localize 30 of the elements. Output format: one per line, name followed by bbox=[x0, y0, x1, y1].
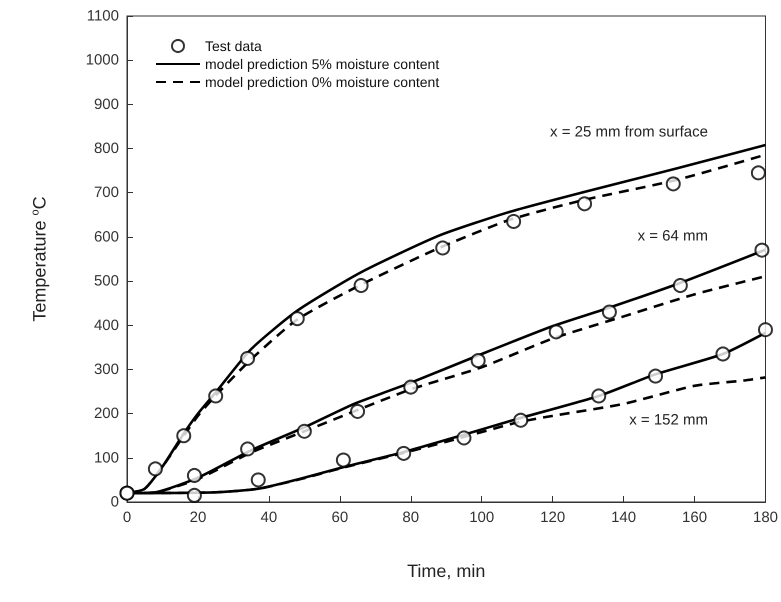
x-tick-label: 160 bbox=[682, 509, 708, 526]
y-tick-label: 900 bbox=[94, 96, 119, 113]
x-tick-label: 180 bbox=[752, 509, 778, 526]
y-tick-label: 500 bbox=[94, 272, 119, 290]
x-tick-label: 140 bbox=[611, 509, 636, 526]
legend-label: Test data bbox=[205, 38, 262, 54]
y-tick-label: 700 bbox=[94, 184, 119, 202]
y-tick-label: 200 bbox=[94, 405, 119, 422]
y-tick-label: 1100 bbox=[86, 8, 119, 24]
x-tick-label: 0 bbox=[122, 509, 132, 526]
annotation: x = 64 mm bbox=[638, 228, 708, 244]
y-tick-label: 100 bbox=[94, 449, 119, 466]
y-tick-label: 1000 bbox=[86, 52, 119, 69]
y-tick-label: 300 bbox=[94, 360, 119, 378]
legend-label: model prediction 5% moisture content bbox=[205, 56, 440, 72]
y-tick-label: 400 bbox=[94, 316, 119, 334]
y-tick-label: 0 bbox=[110, 494, 119, 510]
x-tick-label: 40 bbox=[260, 509, 278, 526]
x-tick-label: 120 bbox=[540, 509, 566, 526]
legend-label: model prediction 0% moisture content bbox=[205, 74, 440, 90]
x-tick-label: 100 bbox=[469, 509, 494, 526]
annotation: x = 25 mm from surface bbox=[550, 124, 708, 140]
y-axis-title: Temperature oC bbox=[30, 196, 50, 322]
annotation: x = 152 mm bbox=[629, 412, 708, 428]
x-tick-label: 20 bbox=[190, 509, 206, 526]
y-tick-label: 600 bbox=[94, 228, 119, 246]
y-tick-label: 800 bbox=[94, 140, 119, 158]
x-axis-title: Time, min bbox=[407, 561, 486, 581]
x-tick-label: 80 bbox=[402, 509, 420, 526]
x-tick-label: 60 bbox=[331, 509, 348, 526]
